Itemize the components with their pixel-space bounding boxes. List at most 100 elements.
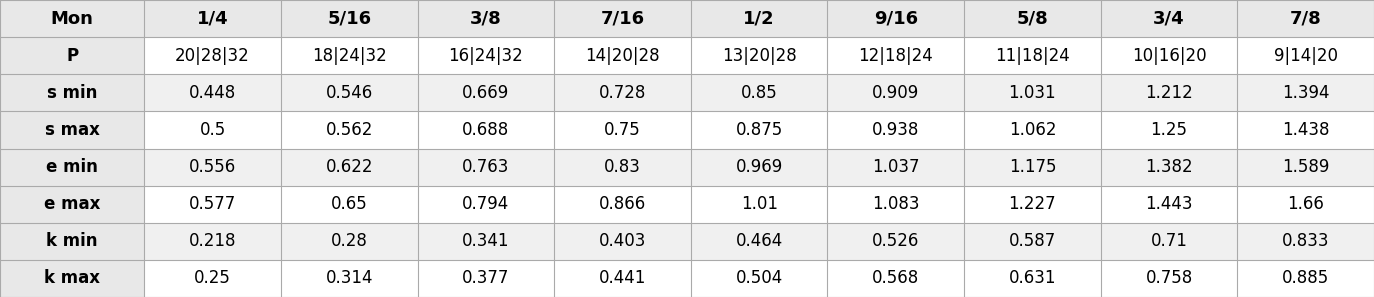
Text: 0.218: 0.218 (188, 232, 236, 250)
Bar (280, 186, 418, 223)
Bar (1101, 148, 1238, 186)
Bar (827, 260, 965, 297)
Bar (554, 37, 691, 74)
Text: 1.25: 1.25 (1150, 121, 1187, 139)
Text: k max: k max (44, 269, 100, 287)
Bar (280, 0, 418, 37)
Bar (965, 0, 1101, 37)
Text: 1.062: 1.062 (1009, 121, 1057, 139)
Bar (144, 111, 280, 148)
Bar (691, 260, 827, 297)
Text: 1.175: 1.175 (1009, 158, 1057, 176)
Bar (280, 74, 418, 111)
Bar (144, 186, 280, 223)
Bar (418, 0, 554, 37)
Bar (418, 111, 554, 148)
Text: 0.546: 0.546 (326, 84, 372, 102)
Text: 0.314: 0.314 (326, 269, 372, 287)
Text: 1.438: 1.438 (1282, 121, 1330, 139)
Bar (0, 111, 144, 148)
Bar (1101, 111, 1238, 148)
Text: 0.403: 0.403 (599, 232, 646, 250)
Bar (965, 148, 1101, 186)
Text: 12|18|24: 12|18|24 (859, 47, 933, 65)
Text: 0.28: 0.28 (331, 232, 368, 250)
Text: 5/8: 5/8 (1017, 10, 1048, 28)
Bar (0, 74, 144, 111)
Text: 3/4: 3/4 (1153, 10, 1184, 28)
Bar (554, 74, 691, 111)
Bar (144, 37, 280, 74)
Bar (691, 37, 827, 74)
Bar (0, 223, 144, 260)
Text: 1/2: 1/2 (743, 10, 775, 28)
Text: s max: s max (45, 121, 99, 139)
Bar (691, 0, 827, 37)
Bar (1238, 0, 1374, 37)
Text: 1.394: 1.394 (1282, 84, 1330, 102)
Bar (554, 111, 691, 148)
Text: 3/8: 3/8 (470, 10, 502, 28)
Bar (965, 260, 1101, 297)
Text: s min: s min (47, 84, 98, 102)
Bar (1238, 186, 1374, 223)
Bar (418, 223, 554, 260)
Text: 1.382: 1.382 (1146, 158, 1193, 176)
Text: 0.577: 0.577 (190, 195, 236, 213)
Bar (691, 74, 827, 111)
Text: 0.909: 0.909 (872, 84, 919, 102)
Bar (280, 148, 418, 186)
Bar (691, 186, 827, 223)
Text: 14|20|28: 14|20|28 (585, 47, 660, 65)
Text: 0.885: 0.885 (1282, 269, 1329, 287)
Text: 18|24|32: 18|24|32 (312, 47, 386, 65)
Text: 0.85: 0.85 (741, 84, 778, 102)
Text: 0.833: 0.833 (1282, 232, 1330, 250)
Bar (144, 260, 280, 297)
Text: Mon: Mon (51, 10, 93, 28)
Text: 1.212: 1.212 (1145, 84, 1193, 102)
Bar (965, 111, 1101, 148)
Text: 1.443: 1.443 (1146, 195, 1193, 213)
Bar (827, 0, 965, 37)
Bar (691, 111, 827, 148)
Text: 1.66: 1.66 (1287, 195, 1325, 213)
Bar (691, 148, 827, 186)
Bar (827, 111, 965, 148)
Text: 0.556: 0.556 (190, 158, 236, 176)
Text: 1.037: 1.037 (872, 158, 919, 176)
Bar (144, 0, 280, 37)
Text: 1.01: 1.01 (741, 195, 778, 213)
Text: 0.504: 0.504 (735, 269, 783, 287)
Bar (965, 37, 1101, 74)
Bar (280, 111, 418, 148)
Bar (827, 74, 965, 111)
Bar (418, 186, 554, 223)
Bar (1238, 148, 1374, 186)
Text: 0.5: 0.5 (199, 121, 225, 139)
Bar (554, 148, 691, 186)
Text: 0.669: 0.669 (462, 84, 510, 102)
Text: 16|24|32: 16|24|32 (448, 47, 523, 65)
Text: 0.631: 0.631 (1009, 269, 1057, 287)
Bar (280, 37, 418, 74)
Bar (418, 260, 554, 297)
Text: 0.562: 0.562 (326, 121, 372, 139)
Text: 0.622: 0.622 (326, 158, 372, 176)
Text: 13|20|28: 13|20|28 (721, 47, 797, 65)
Text: 0.448: 0.448 (190, 84, 236, 102)
Bar (827, 37, 965, 74)
Text: 0.377: 0.377 (462, 269, 510, 287)
Bar (418, 74, 554, 111)
Text: 7/16: 7/16 (600, 10, 644, 28)
Bar (1238, 37, 1374, 74)
Text: 0.969: 0.969 (735, 158, 783, 176)
Bar (965, 74, 1101, 111)
Bar (144, 148, 280, 186)
Text: 7/8: 7/8 (1290, 10, 1322, 28)
Bar (554, 223, 691, 260)
Bar (965, 186, 1101, 223)
Text: 11|18|24: 11|18|24 (995, 47, 1070, 65)
Text: e min: e min (47, 158, 98, 176)
Bar (827, 223, 965, 260)
